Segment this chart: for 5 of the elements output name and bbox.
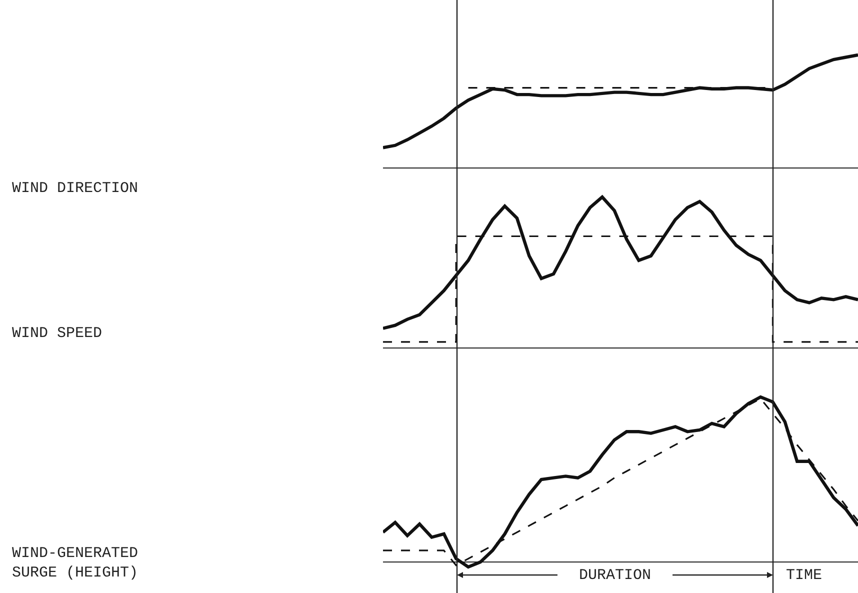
text: DURATION (579, 567, 652, 584)
x-axis-title: TIME (786, 567, 822, 584)
y-axis-title: WIND-GENERATED SURGE (HEIGHT) (12, 545, 138, 582)
y-axis-title: WIND SPEED (12, 325, 102, 342)
y-axis-title: WIND DIRECTION (12, 180, 138, 197)
